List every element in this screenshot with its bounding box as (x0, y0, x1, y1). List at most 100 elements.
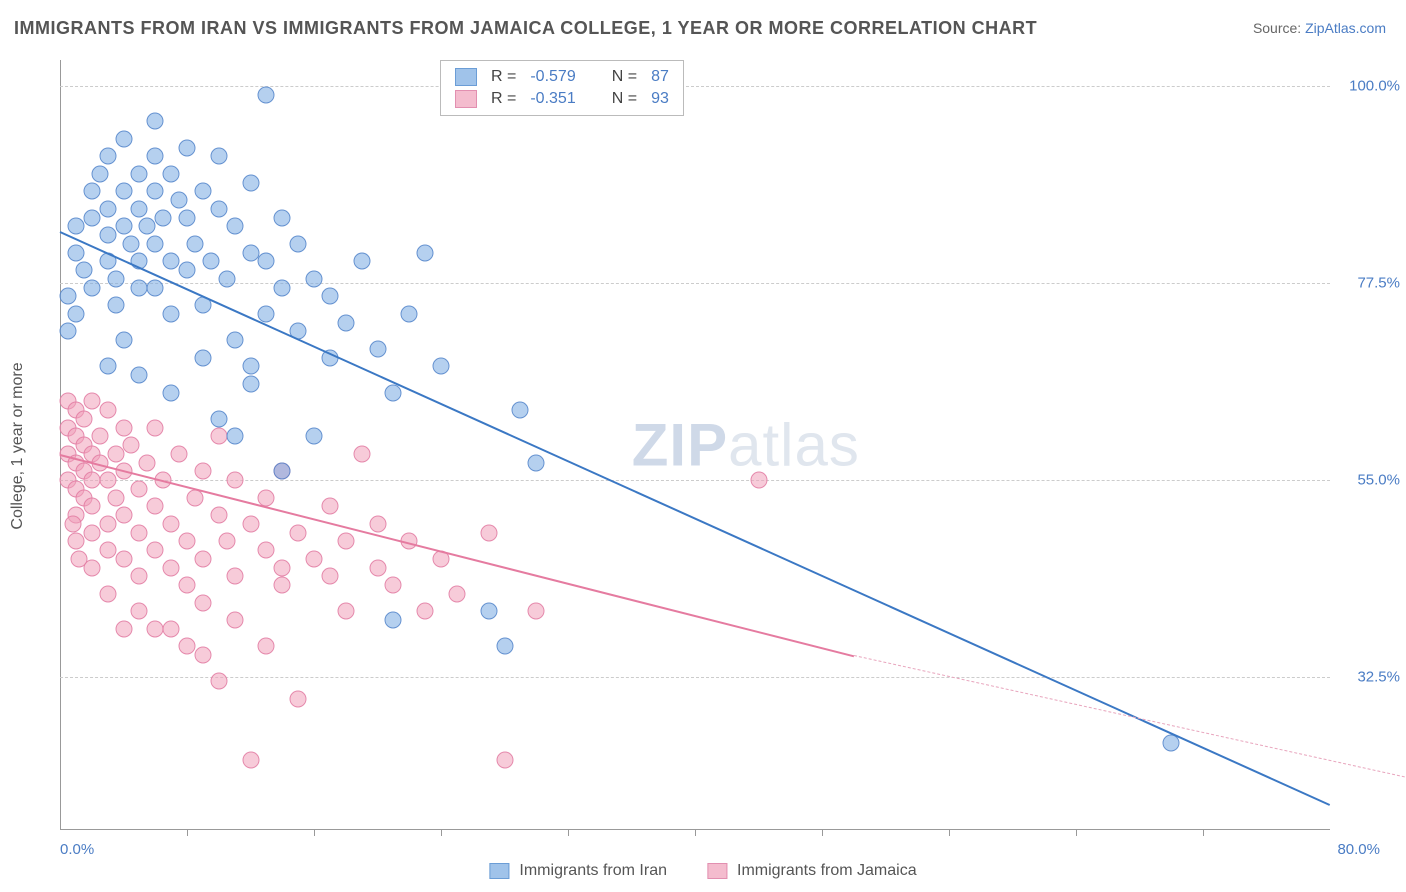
data-point-pink (131, 524, 148, 541)
data-point-pink (83, 393, 100, 410)
data-point-blue (385, 612, 402, 629)
data-point-blue (194, 349, 211, 366)
data-point-blue (99, 148, 116, 165)
data-point-pink (750, 472, 767, 489)
data-point-pink (131, 568, 148, 585)
data-point-blue (274, 209, 291, 226)
data-point-blue (242, 358, 259, 375)
data-point-pink (139, 454, 156, 471)
data-point-pink (337, 533, 354, 550)
data-point-pink (274, 577, 291, 594)
data-point-pink (99, 585, 116, 602)
swatch-pink (707, 863, 727, 879)
data-point-blue (480, 603, 497, 620)
data-point-pink (123, 437, 140, 454)
data-point-pink (218, 533, 235, 550)
x-minor-tick (949, 830, 950, 836)
data-point-blue (528, 454, 545, 471)
data-point-blue (139, 218, 156, 235)
data-point-pink (163, 559, 180, 576)
y-axis-line (60, 60, 61, 830)
data-point-blue (115, 332, 132, 349)
data-point-pink (274, 559, 291, 576)
data-point-pink (290, 524, 307, 541)
data-point-blue (242, 174, 259, 191)
data-point-pink (115, 620, 132, 637)
data-point-pink (306, 550, 323, 567)
source-link[interactable]: ZipAtlas.com (1305, 20, 1386, 36)
data-point-blue (147, 183, 164, 200)
data-point-blue (107, 297, 124, 314)
data-point-blue (131, 367, 148, 384)
data-point-blue (163, 253, 180, 270)
data-point-pink (385, 577, 402, 594)
legend-row-iran: R = -0.579 N = 87 (455, 66, 669, 88)
y-tick-label: 77.5% (1357, 275, 1400, 292)
data-point-blue (512, 402, 529, 419)
data-point-blue (274, 463, 291, 480)
data-point-pink (528, 603, 545, 620)
y-axis-label: College, 1 year or more (9, 362, 27, 529)
data-point-pink (210, 507, 227, 524)
data-point-pink (417, 603, 434, 620)
gridline (60, 283, 1330, 284)
data-point-blue (306, 270, 323, 287)
data-point-blue (99, 200, 116, 217)
data-point-blue (99, 358, 116, 375)
data-point-pink (369, 515, 386, 532)
data-point-blue (163, 384, 180, 401)
data-point-blue (218, 270, 235, 287)
x-minor-tick (1076, 830, 1077, 836)
data-point-blue (179, 262, 196, 279)
x-tick-label: 80.0% (1337, 841, 1380, 858)
data-point-blue (210, 410, 227, 427)
data-point-blue (179, 209, 196, 226)
data-point-pink (71, 550, 88, 567)
data-point-pink (194, 594, 211, 611)
data-point-blue (171, 192, 188, 209)
data-point-blue (115, 218, 132, 235)
data-point-pink (353, 445, 370, 462)
data-point-blue (75, 262, 92, 279)
data-point-blue (226, 218, 243, 235)
plot-area: ZIPatlas 100.0%77.5%55.0%32.5%0.0%80.0% (60, 60, 1330, 830)
data-point-pink (107, 489, 124, 506)
x-minor-tick (695, 830, 696, 836)
data-point-pink (107, 445, 124, 462)
data-point-blue (179, 139, 196, 156)
data-point-pink (210, 428, 227, 445)
data-point-blue (83, 279, 100, 296)
swatch-blue (489, 863, 509, 879)
chart-title: IMMIGRANTS FROM IRAN VS IMMIGRANTS FROM … (14, 18, 1037, 39)
data-point-blue (131, 200, 148, 217)
legend-row-jamaica: R = -0.351 N = 93 (455, 88, 669, 110)
correlation-legend: R = -0.579 N = 87 R = -0.351 N = 93 (440, 60, 684, 116)
data-point-blue (163, 165, 180, 182)
source-prefix: Source: (1253, 20, 1305, 36)
data-point-pink (83, 472, 100, 489)
data-point-pink (99, 472, 116, 489)
data-point-blue (194, 183, 211, 200)
data-point-blue (202, 253, 219, 270)
data-point-blue (115, 183, 132, 200)
data-point-blue (353, 253, 370, 270)
data-point-blue (290, 235, 307, 252)
data-point-blue (401, 305, 418, 322)
data-point-pink (179, 638, 196, 655)
data-point-pink (64, 515, 81, 532)
data-point-pink (131, 480, 148, 497)
legend-item-jamaica: Immigrants from Jamaica (707, 862, 917, 880)
data-point-pink (210, 673, 227, 690)
data-point-pink (147, 620, 164, 637)
data-point-blue (433, 358, 450, 375)
data-point-blue (67, 218, 84, 235)
data-point-pink (194, 647, 211, 664)
trend-line (854, 655, 1406, 778)
data-point-blue (147, 148, 164, 165)
data-point-blue (83, 183, 100, 200)
x-minor-tick (187, 830, 188, 836)
data-point-blue (210, 148, 227, 165)
data-point-blue (59, 288, 76, 305)
data-point-pink (480, 524, 497, 541)
data-point-pink (321, 568, 338, 585)
